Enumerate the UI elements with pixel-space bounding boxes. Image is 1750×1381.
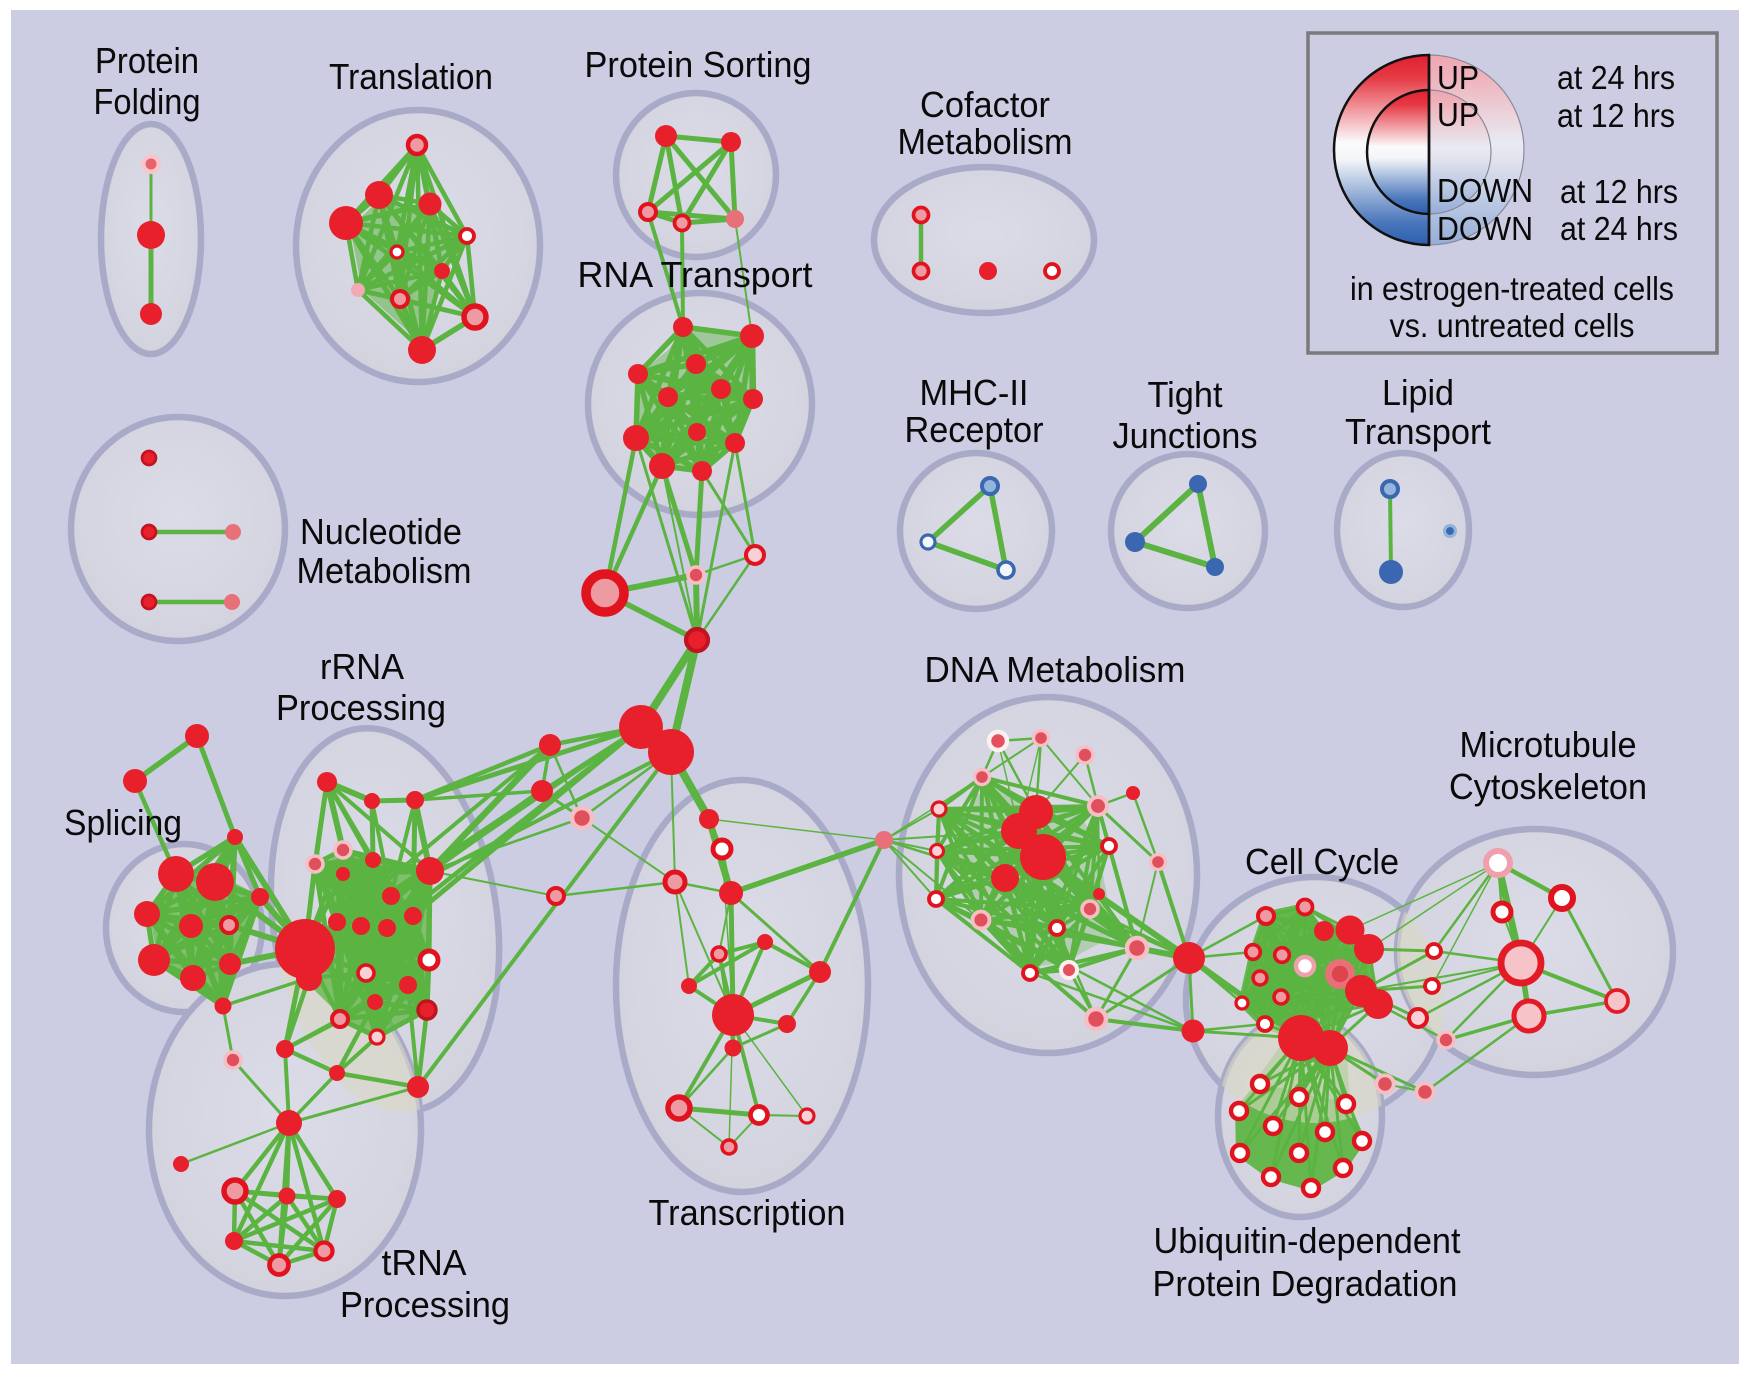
svg-text:Nucleotide: Nucleotide: [300, 511, 462, 552]
svg-text:Folding: Folding: [94, 81, 201, 122]
svg-text:MHC-II: MHC-II: [920, 372, 1029, 413]
svg-text:Processing: Processing: [276, 687, 446, 728]
svg-text:at 24 hrs: at 24 hrs: [1560, 210, 1678, 247]
svg-text:Splicing: Splicing: [64, 802, 182, 843]
svg-text:Transport: Transport: [1345, 411, 1491, 452]
svg-text:UP: UP: [1437, 96, 1479, 133]
svg-text:Processing: Processing: [340, 1284, 510, 1325]
svg-text:tRNA: tRNA: [382, 1242, 468, 1283]
svg-text:Junctions: Junctions: [1113, 415, 1258, 456]
svg-text:Metabolism: Metabolism: [898, 121, 1073, 162]
svg-text:DOWN: DOWN: [1437, 172, 1533, 209]
svg-text:at 12 hrs: at 12 hrs: [1557, 97, 1675, 134]
svg-text:UP: UP: [1437, 59, 1479, 96]
svg-text:Tight: Tight: [1148, 374, 1223, 415]
svg-text:DNA Metabolism: DNA Metabolism: [925, 649, 1186, 690]
svg-text:at 24 hrs: at 24 hrs: [1557, 59, 1675, 96]
svg-text:Protein: Protein: [95, 40, 199, 81]
svg-text:Cytoskeleton: Cytoskeleton: [1449, 766, 1647, 807]
svg-text:Protein Sorting: Protein Sorting: [585, 44, 812, 85]
svg-text:DOWN: DOWN: [1437, 210, 1533, 247]
svg-text:Cell Cycle: Cell Cycle: [1245, 841, 1399, 882]
svg-text:RNA Transport: RNA Transport: [578, 254, 813, 295]
svg-text:Translation: Translation: [329, 56, 493, 97]
svg-text:vs. untreated cells: vs. untreated cells: [1390, 307, 1635, 344]
svg-text:Lipid: Lipid: [1382, 372, 1454, 413]
svg-text:rRNA: rRNA: [320, 646, 405, 687]
svg-text:Metabolism: Metabolism: [297, 550, 472, 591]
svg-text:Microtubule: Microtubule: [1460, 724, 1637, 765]
svg-text:Receptor: Receptor: [905, 409, 1044, 450]
svg-text:Transcription: Transcription: [649, 1192, 846, 1233]
svg-text:Ubiquitin-dependent: Ubiquitin-dependent: [1154, 1220, 1461, 1261]
svg-text:Cofactor: Cofactor: [920, 84, 1050, 125]
svg-text:at 12 hrs: at 12 hrs: [1560, 173, 1678, 210]
svg-text:in estrogen-treated cells: in estrogen-treated cells: [1350, 270, 1674, 307]
svg-text:Protein Degradation: Protein Degradation: [1153, 1263, 1458, 1304]
